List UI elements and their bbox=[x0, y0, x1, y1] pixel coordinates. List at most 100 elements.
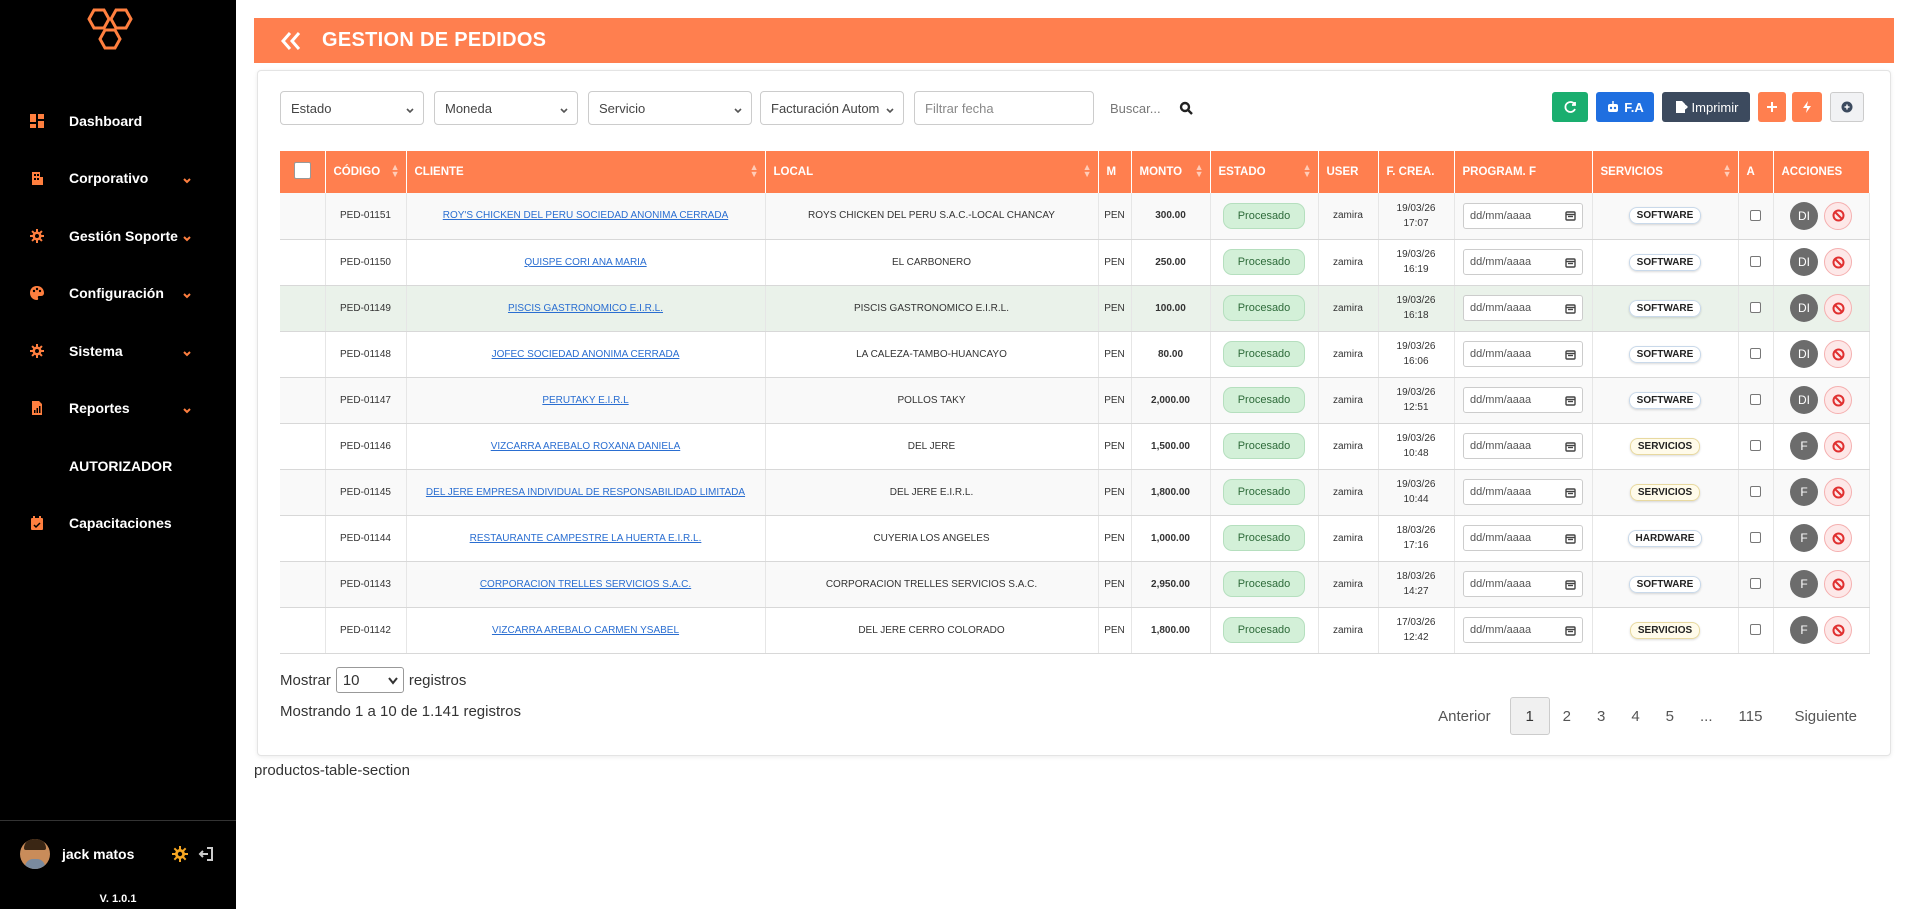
row-checkbox[interactable] bbox=[1750, 302, 1761, 314]
cliente-link[interactable]: VIZCARRA AREBALO ROXANA DANIELA bbox=[490, 440, 681, 452]
servicio-select[interactable]: Servicio bbox=[588, 91, 752, 125]
double-chevron-left-icon[interactable] bbox=[280, 31, 302, 51]
cancel-button[interactable] bbox=[1824, 294, 1852, 322]
moneda-select[interactable]: Moneda bbox=[434, 91, 578, 125]
action-button[interactable]: F bbox=[1790, 524, 1818, 552]
header-cliente[interactable]: CLIENTE ▲ ▼ bbox=[406, 151, 766, 193]
pager-page[interactable]: 115 bbox=[1738, 707, 1763, 725]
cliente-link[interactable]: PISCIS GASTRONOMICO E.I.R.L. bbox=[507, 302, 664, 314]
cancel-button[interactable] bbox=[1824, 432, 1852, 460]
program-date-input[interactable]: dd/mm/aaaa bbox=[1463, 617, 1583, 643]
fecha-filter-input[interactable]: Filtrar fecha bbox=[914, 91, 1094, 125]
row-checkbox[interactable] bbox=[1750, 624, 1761, 636]
quick-action-button[interactable] bbox=[1792, 92, 1822, 122]
sidebar-item-capacitaciones[interactable]: Capacitaciones bbox=[0, 495, 236, 553]
cancel-button[interactable] bbox=[1824, 570, 1852, 598]
sidebar-item-autorizador[interactable]: AUTORIZADOR bbox=[0, 437, 236, 495]
sidebar-item-gestion-soporte[interactable]: Gestión Soporte bbox=[0, 207, 236, 265]
program-date-input[interactable]: dd/mm/aaaa bbox=[1463, 571, 1583, 597]
action-button[interactable]: F bbox=[1790, 478, 1818, 506]
program-date-input[interactable]: dd/mm/aaaa bbox=[1463, 387, 1583, 413]
refresh-button[interactable] bbox=[1552, 92, 1588, 122]
program-date-input[interactable]: dd/mm/aaaa bbox=[1463, 525, 1583, 551]
sidebar-item-sistema[interactable]: Sistema bbox=[0, 322, 236, 380]
pager-next[interactable]: Siguiente bbox=[1794, 707, 1857, 725]
pager-page[interactable]: 2 bbox=[1562, 707, 1571, 725]
header-program[interactable]: PROGRAM. F bbox=[1454, 151, 1593, 193]
sidebar-item-reportes[interactable]: Reportes bbox=[0, 380, 236, 438]
cliente-link[interactable]: DEL JERE EMPRESA INDIVIDUAL DE RESPONSAB… bbox=[425, 486, 746, 498]
row-checkbox[interactable] bbox=[1750, 256, 1761, 268]
sidebar-nav: Dashboard Corporativo Gestión Soporte Co… bbox=[0, 92, 236, 552]
action-button[interactable]: DI bbox=[1790, 340, 1818, 368]
sidebar-item-corporativo[interactable]: Corporativo bbox=[0, 150, 236, 208]
program-date-input[interactable]: dd/mm/aaaa bbox=[1463, 295, 1583, 321]
sidebar-item-dashboard[interactable]: Dashboard bbox=[0, 92, 236, 150]
header-codigo[interactable]: CÓDIGO ▲ ▼ bbox=[325, 151, 407, 193]
pager-page[interactable]: 4 bbox=[1631, 707, 1640, 725]
row-checkbox[interactable] bbox=[1750, 394, 1761, 406]
cancel-button[interactable] bbox=[1824, 616, 1852, 644]
pager-page[interactable]: 1 bbox=[1509, 697, 1550, 735]
estado-select[interactable]: Estado bbox=[280, 91, 424, 125]
codigo-cell: PED-01149 bbox=[325, 285, 407, 332]
select-all-checkbox[interactable] bbox=[293, 162, 311, 179]
row-checkbox[interactable] bbox=[1750, 348, 1761, 360]
header-user[interactable]: USER bbox=[1318, 151, 1379, 193]
program-date-input[interactable]: dd/mm/aaaa bbox=[1463, 341, 1583, 367]
row-checkbox[interactable] bbox=[1750, 486, 1761, 498]
cliente-link[interactable]: JOFEC SOCIEDAD ANONIMA CERRADA bbox=[491, 348, 680, 360]
row-checkbox[interactable] bbox=[1750, 578, 1761, 590]
action-button[interactable]: F bbox=[1790, 432, 1818, 460]
cliente-link[interactable]: PERUTAKY E.I.R.L bbox=[542, 394, 629, 406]
action-button[interactable]: DI bbox=[1790, 386, 1818, 414]
cliente-link[interactable]: CORPORACION TRELLES SERVICIOS S.A.C. bbox=[479, 578, 692, 590]
fecha-date: 18/03/26 bbox=[1396, 571, 1436, 582]
action-button[interactable]: DI bbox=[1790, 248, 1818, 276]
sidebar-item-configuracion[interactable]: Configuración bbox=[0, 265, 236, 323]
cancel-button[interactable] bbox=[1824, 524, 1852, 552]
row-checkbox[interactable] bbox=[1750, 532, 1761, 544]
action-button[interactable]: F bbox=[1790, 616, 1818, 644]
fa-button[interactable]: F.A bbox=[1596, 92, 1654, 122]
program-date-input[interactable]: dd/mm/aaaa bbox=[1463, 202, 1583, 229]
header-monto[interactable]: MONTO ▲ ▼ bbox=[1131, 151, 1211, 193]
imprimir-button[interactable]: Imprimir bbox=[1662, 92, 1750, 122]
header-a[interactable]: A bbox=[1738, 151, 1774, 193]
cancel-button[interactable] bbox=[1824, 386, 1852, 414]
header-servicios[interactable]: SERVICIOS ▲ ▼ bbox=[1592, 151, 1739, 193]
more-button[interactable] bbox=[1830, 92, 1864, 122]
cliente-link[interactable]: QUISPE CORI ANA MARIA bbox=[524, 256, 647, 268]
program-date-input[interactable]: dd/mm/aaaa bbox=[1463, 249, 1583, 275]
row-checkbox[interactable] bbox=[1750, 210, 1761, 222]
cancel-button[interactable] bbox=[1824, 248, 1852, 276]
header-local[interactable]: LOCAL ▲ ▼ bbox=[765, 151, 1099, 193]
per-page-select[interactable]: 10 bbox=[335, 667, 404, 693]
action-button[interactable]: DI bbox=[1790, 201, 1818, 230]
avatar[interactable] bbox=[20, 838, 50, 869]
cliente-link[interactable]: ROY'S CHICKEN DEL PERU SOCIEDAD ANONIMA … bbox=[442, 210, 729, 222]
cliente-link[interactable]: VIZCARRA AREBALO CARMEN YSABEL bbox=[491, 624, 680, 636]
action-button[interactable]: F bbox=[1790, 570, 1818, 598]
logout-icon[interactable] bbox=[198, 846, 214, 862]
cancel-button[interactable] bbox=[1824, 201, 1852, 230]
program-date-input[interactable]: dd/mm/aaaa bbox=[1463, 433, 1583, 459]
cliente-link[interactable]: RESTAURANTE CAMPESTRE LA HUERTA E.I.R.L. bbox=[469, 532, 702, 544]
pager-page[interactable]: 5 bbox=[1665, 707, 1674, 725]
action-button[interactable]: DI bbox=[1790, 294, 1818, 322]
header-estado[interactable]: ESTADO ▲ ▼ bbox=[1210, 151, 1319, 193]
cancel-button[interactable] bbox=[1824, 340, 1852, 368]
header-fecha[interactable]: F. CREA. bbox=[1378, 151, 1455, 193]
program-date-input[interactable]: dd/mm/aaaa bbox=[1463, 479, 1583, 505]
add-button[interactable] bbox=[1758, 92, 1786, 122]
search-box[interactable]: Buscar... bbox=[1110, 91, 1193, 125]
header-moneda[interactable]: M bbox=[1098, 151, 1132, 193]
facturacion-select[interactable]: Facturación Autom bbox=[760, 91, 904, 125]
cancel-button[interactable] bbox=[1824, 478, 1852, 506]
row-checkbox[interactable] bbox=[1750, 440, 1761, 452]
search-icon[interactable] bbox=[1179, 101, 1193, 115]
gear-icon[interactable] bbox=[172, 845, 188, 862]
chevron-down-icon bbox=[885, 104, 895, 114]
pager-previous[interactable]: Anterior bbox=[1438, 707, 1491, 725]
pager-page[interactable]: 3 bbox=[1596, 707, 1606, 725]
